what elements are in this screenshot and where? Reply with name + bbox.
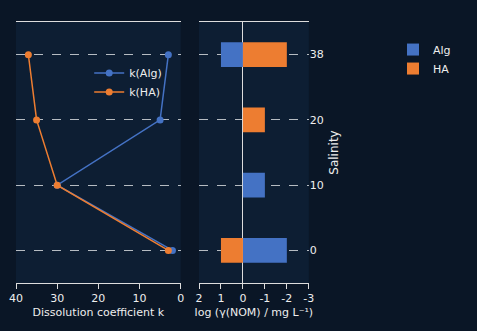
svg-text:-3: -3 (303, 292, 314, 305)
svg-text:HA: HA (433, 63, 449, 76)
svg-text:10: 10 (133, 292, 147, 305)
svg-text:0: 0 (310, 244, 317, 257)
svg-text:k(HA): k(HA) (129, 86, 160, 99)
svg-text:20: 20 (91, 292, 105, 305)
svg-text:2: 2 (196, 292, 203, 305)
svg-text:k(Alg): k(Alg) (129, 67, 162, 80)
svg-text:Alg: Alg (433, 44, 451, 57)
svg-text:-1: -1 (259, 292, 270, 305)
svg-text:0: 0 (239, 292, 246, 305)
svg-text:Dissolution coefficient k: Dissolution coefficient k (33, 306, 165, 319)
svg-text:20: 20 (310, 114, 324, 127)
svg-text:-2: -2 (281, 292, 292, 305)
svg-text:30: 30 (50, 292, 64, 305)
svg-text:38: 38 (310, 48, 324, 61)
svg-text:1: 1 (217, 292, 224, 305)
svg-text:0: 0 (177, 292, 184, 305)
svg-text:10: 10 (310, 179, 324, 192)
svg-text:40: 40 (9, 292, 23, 305)
svg-text:log (γ(NOM) / mg L⁻¹): log (γ(NOM) / mg L⁻¹) (195, 306, 314, 319)
svg-text:Salinity: Salinity (327, 130, 341, 174)
